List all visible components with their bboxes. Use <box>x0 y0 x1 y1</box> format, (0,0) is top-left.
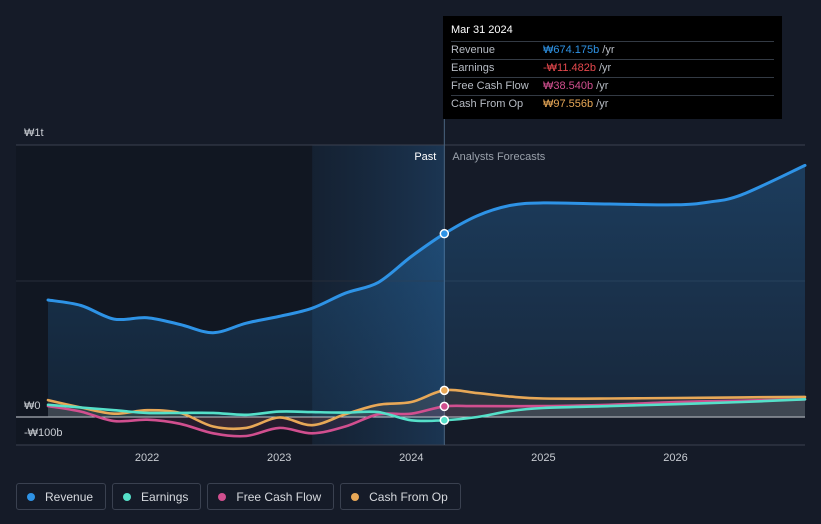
x-tick-label: 2023 <box>267 452 291 464</box>
revenue-line <box>46 163 807 335</box>
tooltip-row-unit: /yr <box>599 62 612 74</box>
tooltip-title: Mar 31 2024 <box>451 24 774 42</box>
legend-item-free-cash-flow[interactable]: Free Cash Flow <box>207 483 335 510</box>
tooltip-row-label: Free Cash Flow <box>451 80 529 92</box>
x-tick-label: 2024 <box>399 452 423 464</box>
tooltip-row-value: ₩38.540b <box>543 80 594 92</box>
x-tick-label: 2025 <box>531 452 555 464</box>
cash-from-op-marker <box>439 385 450 396</box>
tooltip-row-unit: /yr <box>596 98 609 110</box>
legend-item-cash-from-op[interactable]: Cash From Op <box>340 483 461 510</box>
y-tick-label: ₩1t <box>24 127 44 139</box>
legend-label: Earnings <box>141 489 189 504</box>
free-cash-flow-area <box>48 399 805 437</box>
tooltip-row-label: Earnings <box>451 62 495 74</box>
tooltip-row: Cash From Op ₩97.556b/yr <box>451 96 774 113</box>
free-cash-flow-dot-icon <box>218 492 227 501</box>
tooltip-row-unit: /yr <box>596 80 609 92</box>
tooltip-row-value: ₩674.175b <box>543 44 600 56</box>
earnings-marker <box>439 415 450 426</box>
revenue-marker <box>439 228 450 239</box>
earnings-line <box>46 398 807 423</box>
tooltip-row-value: ₩97.556b <box>543 98 594 110</box>
tooltip-row: Earnings -₩11.482b/yr <box>451 60 774 78</box>
cash-from-op-line <box>46 388 807 431</box>
x-tick-label: 2026 <box>663 452 687 464</box>
tooltip-row-label: Cash From Op <box>451 98 524 110</box>
tooltip-row: Revenue ₩674.175b/yr <box>451 42 774 60</box>
cash-from-op-dot-icon <box>351 492 360 501</box>
legend-label: Free Cash Flow <box>236 489 322 504</box>
earnings-dot-icon <box>123 492 132 501</box>
tooltip-row-label: Revenue <box>451 44 496 56</box>
y-tick-label: -₩100b <box>24 427 63 439</box>
free-cash-flow-line <box>46 398 807 438</box>
revenue-area <box>48 165 805 417</box>
legend-item-earnings[interactable]: Earnings <box>112 483 202 510</box>
legend-item-revenue[interactable]: Revenue <box>16 483 107 510</box>
past-label: Past <box>414 151 436 163</box>
tooltip-row-unit: /yr <box>602 44 615 56</box>
x-tick-label: 2022 <box>135 452 159 464</box>
tooltip: Mar 31 2024 Revenue ₩674.175b/yr Earnings -… <box>443 16 782 119</box>
revenue-dot-icon <box>27 492 35 501</box>
free-cash-flow-marker <box>439 401 450 412</box>
legend-label: Cash From Op <box>369 489 448 504</box>
tooltip-row: Free Cash Flow ₩38.540b/yr <box>451 78 774 96</box>
legend-label: Revenue <box>45 489 94 504</box>
legend: Revenue Earnings Free Cash Flow Cash From O… <box>16 483 461 510</box>
forecast-label: Analysts Forecasts <box>452 151 545 163</box>
tooltip-row-value: -₩11.482b <box>543 62 596 74</box>
y-tick-label: ₩0 <box>24 400 41 412</box>
